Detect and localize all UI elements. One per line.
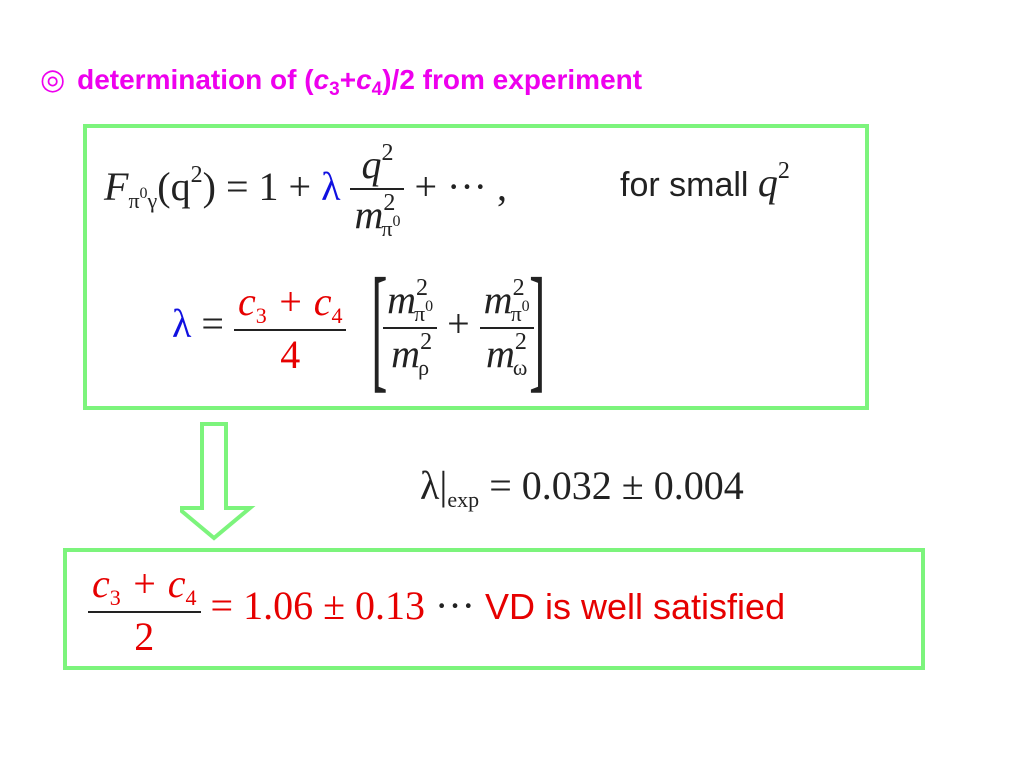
eq4-fraction: c3 + c4 2 [88, 560, 201, 660]
eq1-sub-zero: 0 [139, 185, 148, 203]
eq2-plus: + [437, 301, 480, 347]
experimental-lambda-equation: λ|exp = 0.032 ± 0.004 [420, 462, 744, 513]
eq3-sub-exp: exp [447, 487, 480, 512]
eq4-num-c: c [92, 561, 110, 606]
slide-title: ◎ determination of (c3+c4)/2 from experi… [40, 62, 642, 101]
eq1-sub-gamma: γ [147, 188, 158, 214]
eq2-red-num: c3 + c4 [233, 278, 347, 331]
eq1-equals-one-plus: = 1 + [215, 164, 322, 210]
eq2-t1-num-m: m [387, 277, 416, 322]
eq1-tail: + ··· , [404, 164, 507, 210]
small-q-note: for small q2 [620, 158, 790, 206]
title-prefix: determination of ( [77, 64, 314, 95]
eq1-fraction-num: q2 [350, 140, 405, 190]
eq2-red-fraction: c3 + c4 4 [233, 278, 347, 378]
eq4-num-sub3: 3 [109, 585, 121, 610]
note-text: for small [620, 166, 758, 204]
eq4-num-sub4: 4 [185, 585, 197, 610]
eq2-t2-den-m: m [485, 331, 515, 376]
eq2-lambda: λ [172, 301, 192, 347]
eq2-t2-den: m2ω [480, 329, 534, 381]
result-equation: c3 + c4 2 = 1.06 ± 0.13 ··· VD is well s… [88, 560, 785, 660]
eq1-num-sup: 2 [381, 140, 394, 166]
note-sup: 2 [777, 158, 790, 184]
eq2-t1-den-sup: 2 [420, 329, 433, 355]
eq3-lambda: λ [420, 463, 440, 508]
title-c3-sub: 3 [329, 79, 340, 100]
eq1-den-sub: π0 [381, 213, 401, 241]
eq2-t1-den: m2ρ [383, 329, 437, 381]
eq1-lhs-close: ) [202, 164, 216, 210]
eq1-lhs-arg: (q [157, 164, 191, 210]
eq2-t2-den-sup: 2 [514, 329, 527, 355]
eq4-num: c3 + c4 [88, 560, 201, 613]
eq3-value: = 0.032 ± 0.004 [479, 463, 744, 508]
eq2-red-den: 4 [280, 332, 301, 377]
title-c4: c [356, 64, 372, 95]
eq1-F: F [104, 164, 129, 210]
eq1-den-m: m [354, 192, 384, 237]
eq1-den-sub-zero: 0 [392, 213, 401, 230]
eq2-num-sub3: 3 [255, 303, 267, 328]
eq1-den-sub-pi: π [381, 216, 393, 241]
form-factor-equation: Fπ0γ(q2) = 1 + λ q2 m2π0 + ··· , [104, 140, 507, 242]
title-c4-sub: 4 [371, 79, 383, 100]
eq2-t1-den-m: m [391, 331, 421, 376]
eq1-F-subscript: π0γ [128, 185, 158, 214]
eq2-num-sub4: 4 [331, 303, 343, 328]
eq2-t1-num-sub-zero: 0 [425, 298, 434, 315]
eq1-den-sup: 2 [383, 190, 396, 216]
eq1-lhs-sup: 2 [190, 162, 203, 189]
eq2-term1: m2π0 m2ρ [383, 275, 438, 381]
eq2-t1-den-sub: ρ [418, 355, 430, 380]
formula-box-top [83, 124, 869, 410]
eq4-den: 2 [134, 614, 155, 659]
eq2-t1-num-sub: π0 [414, 298, 434, 326]
eq1-sub-pi: π [128, 188, 140, 214]
eq2-num-c: c [237, 279, 256, 324]
eq1-fraction: q2 m2π0 [350, 140, 405, 242]
eq4-value: = 1.06 ± 0.13 [200, 583, 436, 629]
left-bracket: [ [371, 250, 388, 405]
eq4-num-plus-c: + c [120, 561, 186, 606]
eq4-dots: ··· [435, 583, 475, 629]
title-c3: c [313, 64, 330, 95]
eq2-t1-num: m2π0 [383, 275, 438, 329]
double-circle-icon: ◎ [40, 64, 66, 96]
eq2-t2-num-sub: π0 [510, 298, 530, 326]
right-bracket: ] [528, 250, 546, 405]
eq4-conclusion: VD is well satisfied [475, 586, 786, 628]
eq2-equals: = [191, 301, 234, 347]
eq2-term2: m2π0 m2ω [479, 275, 534, 381]
eq2-num-plus-c: + c [266, 279, 332, 324]
note-q: q [757, 160, 778, 205]
eq3-bar: | [439, 463, 448, 508]
down-arrow-icon [180, 422, 256, 541]
eq1-num-q: q [361, 142, 382, 187]
eq2-t2-den-sub: ω [512, 355, 528, 380]
title-plus: + [339, 64, 357, 95]
eq2-t2-num-sub-zero: 0 [521, 298, 530, 315]
eq2-t2-num-m: m [483, 277, 513, 322]
eq1-lambda: λ [321, 164, 341, 210]
eq2-t2-num: m2π0 [479, 275, 534, 329]
eq2-t2-num-sup: 2 [512, 275, 525, 301]
eq2-t1-num-sub-pi: π [414, 301, 426, 326]
eq2-t2-num-sub-pi: π [510, 301, 522, 326]
lambda-definition-equation: λ = c3 + c4 4 [ m2π0 m2ρ + m2π0 m2ω ] [172, 258, 560, 398]
title-suffix: )/2 from experiment [382, 64, 643, 95]
eq1-fraction-den: m2π0 [350, 190, 404, 242]
result-box-bottom [63, 548, 925, 670]
eq2-t1-num-sup: 2 [416, 275, 428, 301]
